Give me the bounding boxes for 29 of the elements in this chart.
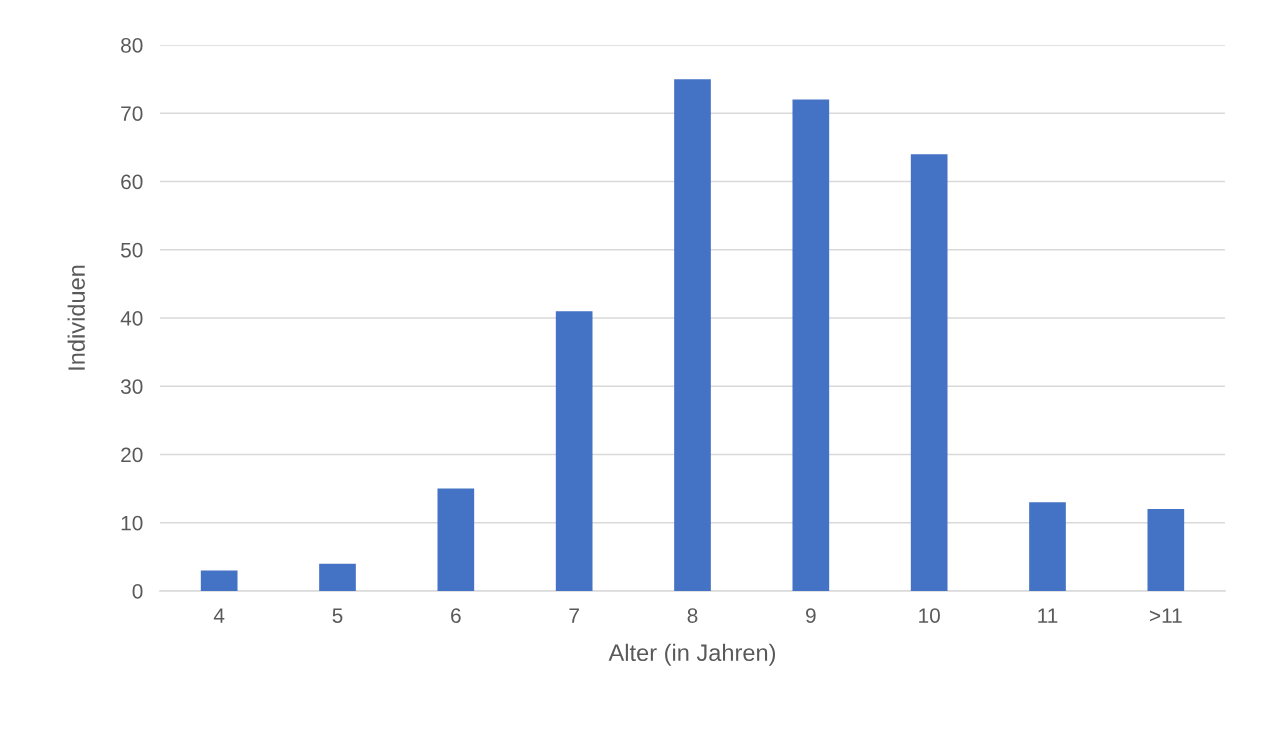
y-tick-label: 70 xyxy=(121,106,143,121)
y-tick-label: 20 xyxy=(121,447,143,463)
y-tick-label: 10 xyxy=(121,515,143,531)
bar xyxy=(555,311,593,591)
bar xyxy=(1147,509,1185,591)
bar xyxy=(792,99,830,591)
x-tick-label: >11 xyxy=(1149,608,1182,623)
y-axis-title: Individuen xyxy=(67,265,85,370)
bar xyxy=(674,79,711,591)
x-tick-label: 7 xyxy=(569,608,579,623)
x-tick-label: 9 xyxy=(806,608,816,623)
bar xyxy=(200,570,238,591)
bar xyxy=(319,563,356,591)
bar xyxy=(910,154,948,591)
x-tick-label: 11 xyxy=(1038,608,1058,623)
y-tick-label: 40 xyxy=(120,311,143,326)
y-tick-label: 30 xyxy=(120,379,143,394)
x-tick-label: 10 xyxy=(919,608,940,623)
y-tick-label: 60 xyxy=(121,174,143,190)
x-tick-label: 5 xyxy=(332,608,343,623)
y-tick-label: 80 xyxy=(121,38,143,53)
y-tick-label: 0 xyxy=(132,584,143,599)
bar xyxy=(437,488,475,591)
x-tick-label: 8 xyxy=(687,608,698,623)
bar xyxy=(1029,502,1066,591)
x-tick-label: 4 xyxy=(213,608,225,623)
x-tick-label: 6 xyxy=(451,608,461,623)
x-axis-title: Alter (in Jahren) xyxy=(608,643,776,666)
y-tick-label: 50 xyxy=(121,242,143,258)
